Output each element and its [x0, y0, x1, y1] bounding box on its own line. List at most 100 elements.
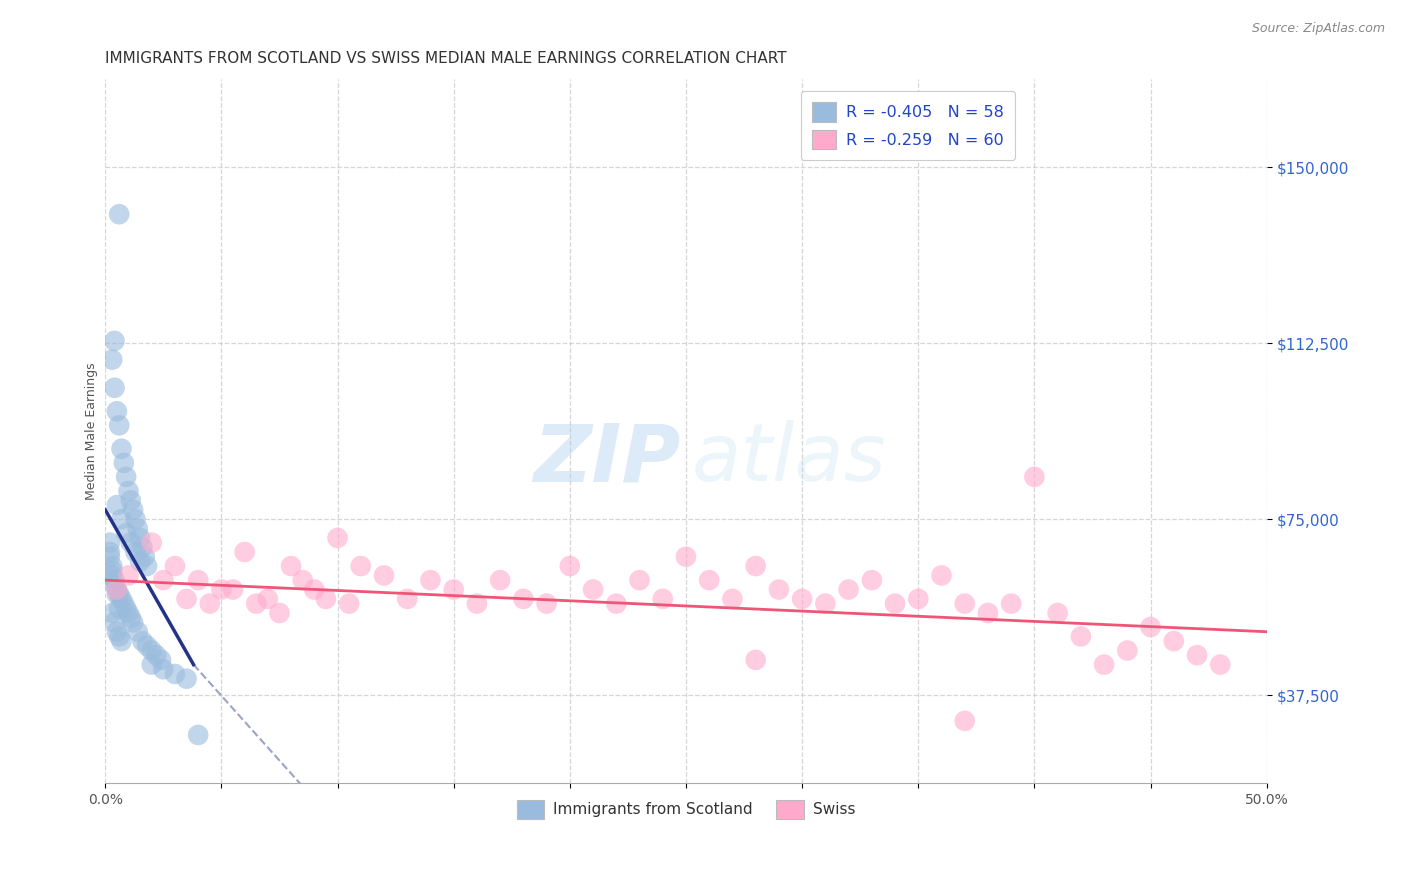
Point: [280, 559, 302, 574]
Point: [838, 582, 860, 597]
Point: [136, 639, 159, 653]
Point: [187, 573, 209, 587]
Point: [884, 597, 907, 611]
Point: [124, 545, 146, 559]
Point: [977, 606, 1000, 620]
Point: [651, 591, 673, 606]
Point: [628, 573, 651, 587]
Point: [1163, 634, 1185, 648]
Point: [233, 545, 256, 559]
Point: [350, 559, 373, 574]
Point: [187, 728, 209, 742]
Text: atlas: atlas: [692, 420, 887, 499]
Point: [105, 404, 128, 418]
Point: [536, 597, 558, 611]
Point: [112, 597, 135, 611]
Point: [744, 653, 766, 667]
Point: [953, 597, 976, 611]
Point: [558, 559, 581, 574]
Point: [1185, 648, 1208, 663]
Point: [141, 657, 163, 672]
Point: [120, 493, 142, 508]
Point: [101, 564, 124, 578]
Point: [131, 634, 153, 648]
Point: [131, 541, 153, 555]
Point: [122, 615, 145, 630]
Point: [150, 653, 173, 667]
Point: [124, 512, 146, 526]
Point: [115, 526, 138, 541]
Point: [443, 582, 465, 597]
Point: [1139, 620, 1161, 634]
Point: [108, 601, 131, 615]
Point: [117, 483, 139, 498]
Point: [103, 381, 125, 395]
Point: [245, 597, 267, 611]
Point: [134, 549, 156, 564]
Point: [419, 573, 441, 587]
Point: [163, 667, 186, 681]
Point: [1024, 470, 1046, 484]
Point: [101, 568, 124, 582]
Point: [105, 498, 128, 512]
Point: [103, 578, 125, 592]
Point: [152, 662, 174, 676]
Point: [176, 672, 198, 686]
Point: [108, 629, 131, 643]
Point: [304, 582, 326, 597]
Point: [129, 554, 152, 568]
Point: [721, 591, 744, 606]
Point: [291, 573, 314, 587]
Y-axis label: Median Male Earnings: Median Male Earnings: [86, 362, 98, 500]
Point: [209, 582, 232, 597]
Point: [117, 568, 139, 582]
Legend: Immigrants from Scotland, Swiss: Immigrants from Scotland, Swiss: [510, 794, 862, 825]
Point: [744, 559, 766, 574]
Point: [1046, 606, 1069, 620]
Point: [222, 582, 245, 597]
Point: [489, 573, 512, 587]
Point: [814, 597, 837, 611]
Point: [1000, 597, 1022, 611]
Point: [103, 334, 125, 348]
Point: [110, 512, 132, 526]
Point: [115, 470, 138, 484]
Point: [110, 591, 132, 606]
Point: [103, 615, 125, 630]
Point: [108, 207, 131, 221]
Point: [98, 545, 121, 559]
Point: [108, 418, 131, 433]
Point: [163, 559, 186, 574]
Point: [198, 597, 221, 611]
Point: [792, 591, 814, 606]
Point: [152, 573, 174, 587]
Point: [98, 535, 121, 549]
Point: [1116, 643, 1139, 657]
Point: [697, 573, 720, 587]
Point: [105, 582, 128, 597]
Point: [337, 597, 360, 611]
Text: IMMIGRANTS FROM SCOTLAND VS SWISS MEDIAN MALE EARNINGS CORRELATION CHART: IMMIGRANTS FROM SCOTLAND VS SWISS MEDIAN…: [105, 51, 787, 66]
Point: [103, 573, 125, 587]
Point: [110, 442, 132, 456]
Point: [315, 591, 337, 606]
Point: [396, 591, 419, 606]
Point: [768, 582, 790, 597]
Point: [101, 606, 124, 620]
Point: [120, 535, 142, 549]
Point: [105, 587, 128, 601]
Point: [675, 549, 697, 564]
Point: [117, 606, 139, 620]
Point: [582, 582, 605, 597]
Point: [953, 714, 976, 728]
Point: [269, 606, 291, 620]
Point: [110, 634, 132, 648]
Point: [127, 624, 149, 639]
Text: ZIP: ZIP: [533, 420, 681, 499]
Point: [326, 531, 349, 545]
Point: [115, 601, 138, 615]
Point: [373, 568, 395, 582]
Point: [1092, 657, 1115, 672]
Point: [127, 522, 149, 536]
Point: [465, 597, 488, 611]
